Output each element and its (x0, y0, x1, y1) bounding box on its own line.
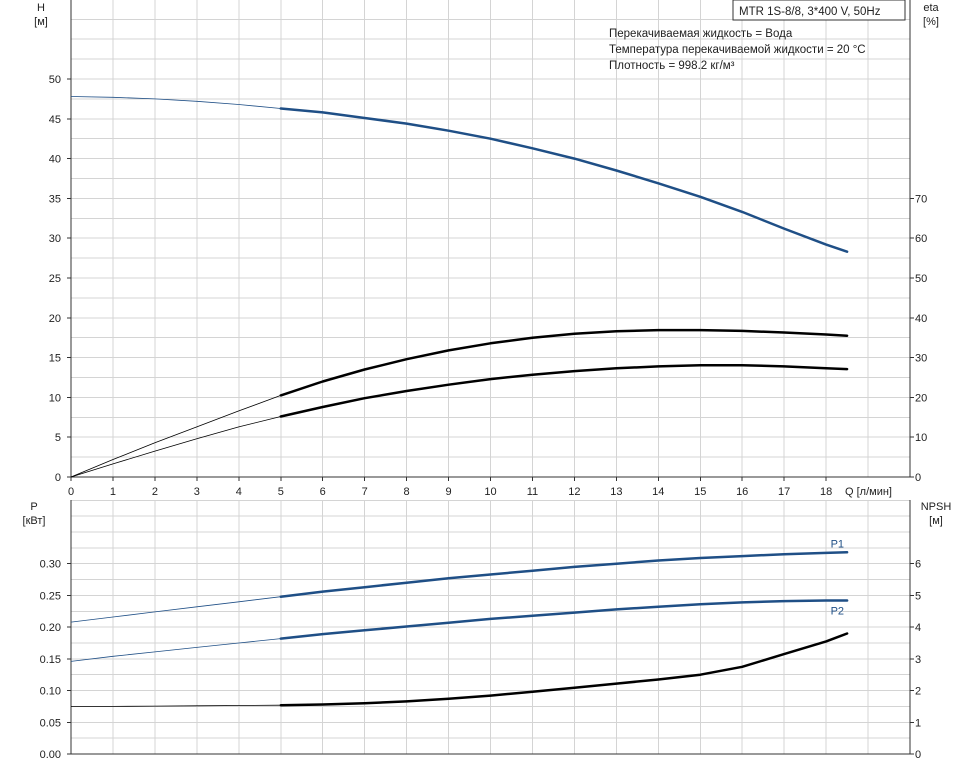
lower-series-0-extended-line (70, 596, 281, 623)
p-tick-label: 0.15 (40, 654, 61, 666)
q-tick-label: 3 (194, 486, 200, 498)
lower-series-1-operating-line (279, 599, 849, 640)
lower-series-1-extended-line (70, 638, 281, 662)
q-tick-label: 2 (152, 486, 158, 498)
pump-title-text: MTR 1S-8/8, 3*400 V, 50Hz (739, 6, 881, 18)
series-label-p2: P2 (831, 606, 844, 618)
p-tick-label: 0.25 (40, 590, 61, 602)
q-tick-label: 17 (778, 486, 790, 498)
h-tick-label: 35 (49, 193, 61, 205)
npsh-tick-label: 1 (915, 717, 921, 729)
eta-tick-label: 0 (915, 472, 921, 484)
q-tick-label: 9 (445, 486, 451, 498)
npsh-tick-label: 3 (915, 654, 921, 666)
p-tick-label: 0.10 (40, 686, 61, 698)
h-tick-label: 15 (49, 353, 61, 365)
eta-tick-label: 30 (915, 353, 927, 365)
q-tick-label: 14 (652, 486, 664, 498)
q-tick-label: 5 (278, 486, 284, 498)
eta-tick-label: 10 (915, 432, 927, 444)
p-axis-unit: [кВт] (23, 515, 46, 527)
q-tick-label: 15 (694, 486, 706, 498)
npsh-tick-label: 0 (915, 749, 921, 761)
h-tick-label: 20 (49, 313, 61, 325)
q-tick-label: 7 (362, 486, 368, 498)
q-tick-label: 0 (68, 486, 74, 498)
p-tick-label: 0.30 (40, 559, 61, 571)
h-tick-label: 5 (55, 432, 61, 444)
upper-series-2-extended-line (70, 416, 281, 478)
npsh-tick-label: 5 (915, 590, 921, 602)
fluid-info-line: Температура перекачиваемой жидкости = 20… (609, 44, 866, 56)
q-tick-label: 6 (320, 486, 326, 498)
h-tick-label: 10 (49, 392, 61, 404)
q-tick-label: 11 (527, 486, 538, 498)
fluid-info-line: Плотность = 998.2 кг/м³ (609, 60, 735, 72)
p-tick-label: 0.05 (40, 717, 61, 729)
eta-tick-label: 20 (915, 392, 927, 404)
lower-series-2-operating-line (279, 632, 849, 707)
upper-series-0-extended-line (70, 96, 281, 109)
h-tick-label: 45 (49, 114, 61, 126)
p-tick-label: 0.20 (40, 622, 61, 634)
q-tick-label: 8 (404, 486, 410, 498)
p-axis-title: P (30, 501, 37, 513)
series-label-p1: P1 (831, 538, 844, 550)
pump-title-box (732, 0, 906, 21)
eta-tick-label: 60 (915, 233, 927, 245)
q-tick-label: 10 (484, 486, 496, 498)
npsh-axis-title: NPSH (921, 501, 952, 513)
upper-series-2-operating-line (279, 363, 849, 418)
eta-tick-label: 40 (915, 313, 927, 325)
h-tick-label: 30 (49, 233, 61, 245)
q-tick-label: 12 (568, 486, 580, 498)
h-tick-label: 25 (49, 273, 61, 285)
q-tick-label: 1 (110, 486, 116, 498)
p-tick-label: 0.00 (40, 749, 61, 761)
lower-series-0-operating-line (279, 551, 849, 598)
fluid-info-line: Перекачиваемая жидкость = Вода (609, 28, 793, 40)
eta-axis-unit: [%] (923, 16, 939, 28)
upper-series-1-extended-line (70, 395, 281, 478)
h-tick-label: 50 (49, 74, 61, 86)
lower-series-2-extended-line (71, 704, 281, 707)
npsh-tick-label: 4 (915, 622, 921, 634)
q-tick-label: 4 (236, 486, 242, 498)
eta-tick-label: 70 (915, 193, 927, 205)
q-tick-label: 13 (610, 486, 622, 498)
h-axis-unit: [м] (34, 16, 48, 28)
h-tick-label: 40 (49, 154, 61, 166)
upper-series-0-operating-line (279, 107, 849, 253)
h-tick-label: 0 (55, 472, 61, 484)
npsh-tick-label: 2 (915, 686, 921, 698)
q-tick-label: 18 (820, 486, 832, 498)
upper-series-1-operating-line (279, 328, 849, 397)
npsh-tick-label: 6 (915, 559, 921, 571)
eta-tick-label: 50 (915, 273, 927, 285)
npsh-axis-unit: [м] (929, 515, 943, 527)
q-axis-label: Q [л/мин] (845, 486, 892, 498)
eta-axis-title: eta (923, 2, 939, 14)
h-axis-title: H (37, 2, 45, 14)
q-tick-label: 16 (736, 486, 748, 498)
